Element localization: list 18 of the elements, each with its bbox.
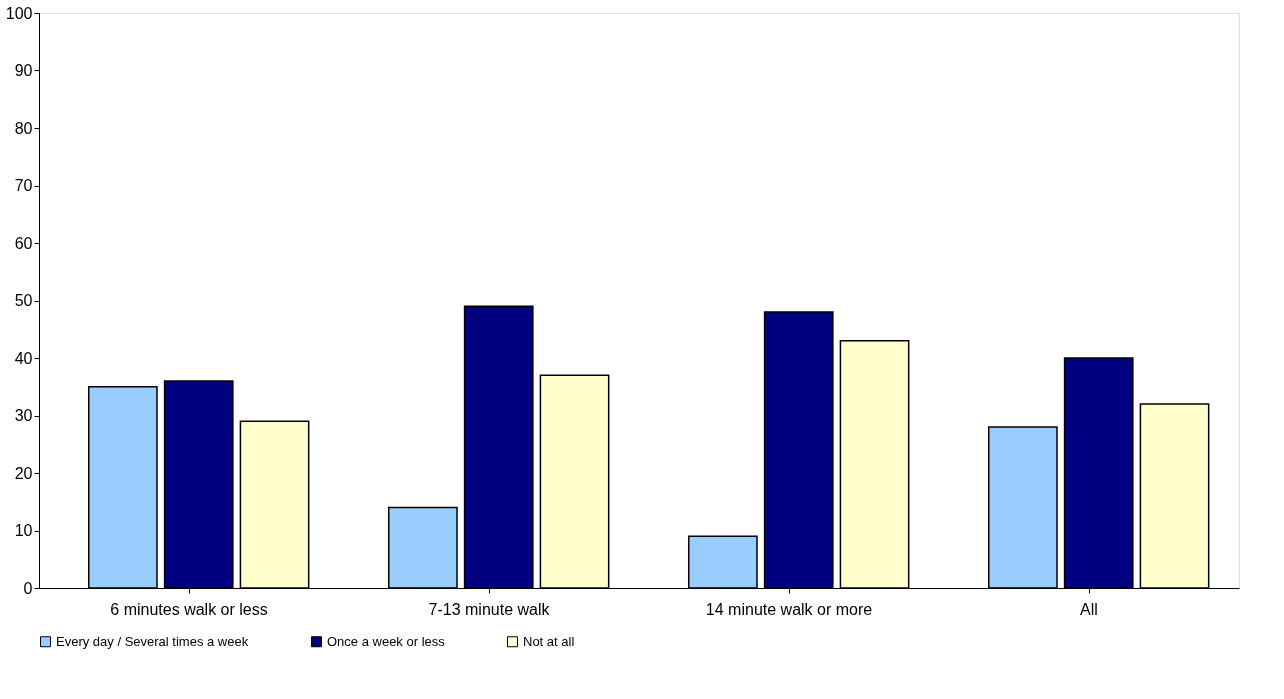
y-tick-label: 90 [14, 62, 33, 79]
x-tick-label: All [1080, 600, 1098, 618]
y-tick-label: 50 [14, 292, 33, 309]
y-tick-label: 20 [14, 464, 33, 482]
x-tick-label: 14 minute walk or more [705, 600, 873, 618]
y-tick-label: 10 [14, 522, 33, 539]
y-tick-label: 100 [5, 4, 33, 22]
y-tick-label: 30 [14, 407, 33, 424]
x-tick-label: 7-13 minute walk [428, 600, 551, 618]
y-tick-label: 70 [14, 177, 33, 194]
x-tick-label: 6 minutes walk or less [110, 600, 268, 618]
y-tick-label: 60 [14, 234, 33, 252]
legend-label: Every day / Several times a week [56, 633, 249, 649]
y-tick-label: 80 [14, 119, 33, 137]
y-tick-label: 40 [14, 349, 33, 367]
legend-label: Not at all [523, 633, 575, 649]
legend-label: Once a week or less [327, 633, 446, 649]
y-tick-label: 0 [23, 579, 33, 597]
